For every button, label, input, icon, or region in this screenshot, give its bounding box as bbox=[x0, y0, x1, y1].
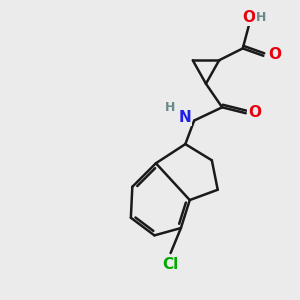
Text: H: H bbox=[256, 11, 266, 24]
Text: H: H bbox=[165, 101, 175, 114]
Text: Cl: Cl bbox=[163, 257, 179, 272]
Text: N: N bbox=[178, 110, 191, 125]
Text: O: O bbox=[268, 47, 281, 62]
Text: O: O bbox=[249, 105, 262, 120]
Text: O: O bbox=[242, 10, 255, 25]
